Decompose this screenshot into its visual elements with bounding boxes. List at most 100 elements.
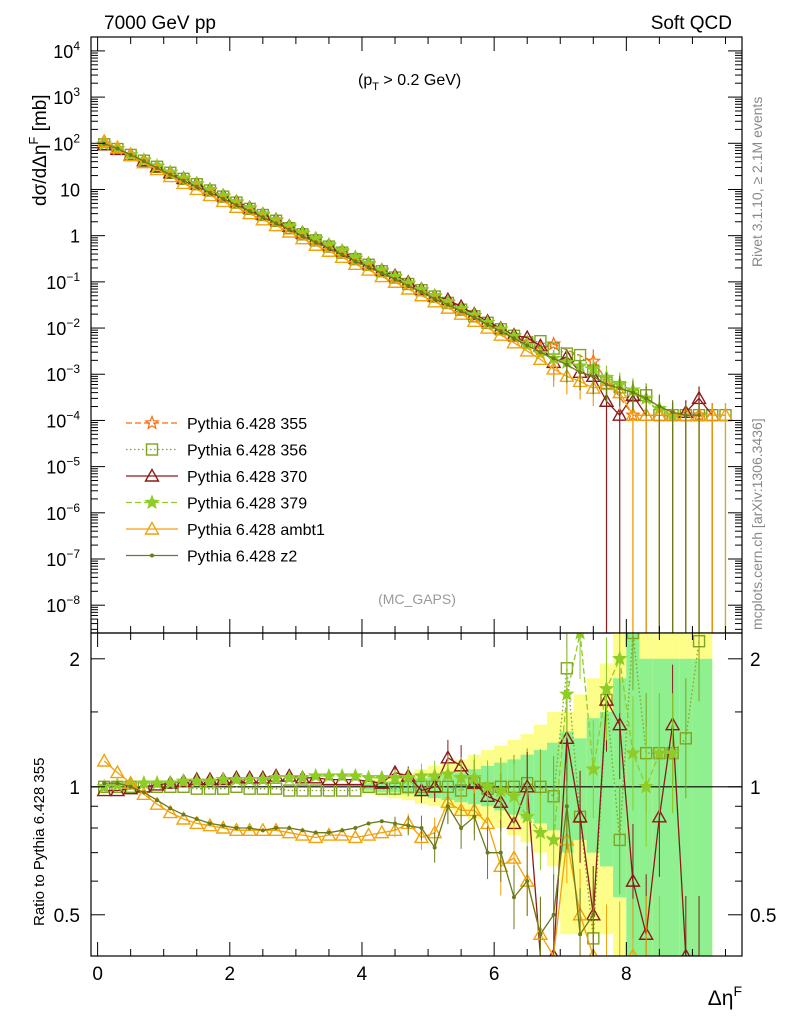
legend-label: Pythia 6.428 379 <box>187 496 307 513</box>
ratio-point <box>459 826 464 831</box>
main-point <box>604 382 609 387</box>
main-y-tick-label: 103 <box>53 85 80 108</box>
main-point <box>697 413 702 418</box>
main-point <box>379 271 384 276</box>
ratio-point <box>353 826 358 831</box>
main-point <box>704 407 720 421</box>
main-point <box>128 152 133 157</box>
main-point <box>625 407 641 421</box>
main-point <box>591 374 596 379</box>
ratio-y-tick-label: 2 <box>69 650 80 671</box>
ratio-point <box>413 829 430 844</box>
ratio-point <box>215 820 231 834</box>
ratio-y-tick-label: 0.5 <box>54 906 80 927</box>
main-point <box>274 221 279 226</box>
legend-label: Pythia 6.428 z2 <box>187 549 297 566</box>
main-y-tick-label: 10−6 <box>46 501 80 524</box>
ratio-point <box>485 850 490 855</box>
energy-label: 7000 GeV pp <box>104 13 216 34</box>
ratio-point <box>559 686 575 701</box>
main-point <box>413 287 430 302</box>
ratio-point <box>479 778 496 794</box>
ratio-point <box>207 821 212 826</box>
legend: Pythia 6.428 355 Pythia 6.428 356 Pythia 6… <box>126 414 325 566</box>
main-point <box>472 315 477 320</box>
main-point <box>459 309 464 314</box>
ratio-point <box>426 778 443 793</box>
ratio-point <box>307 767 324 783</box>
ratio-point <box>334 767 350 783</box>
ratio-point <box>651 744 668 760</box>
ratio-point <box>241 822 258 837</box>
main-point <box>617 386 622 391</box>
ratio-point <box>493 782 509 798</box>
main-point <box>326 246 331 251</box>
ratio-point <box>611 650 628 666</box>
main-point <box>479 320 496 334</box>
ratio-point <box>202 817 218 832</box>
ratio-point <box>612 716 628 731</box>
ratio-point <box>626 633 640 640</box>
legend-label: Pythia 6.428 370 <box>187 469 307 486</box>
main-point <box>419 290 424 295</box>
ratio-point <box>149 796 165 810</box>
main-point <box>612 407 628 421</box>
main-point <box>466 313 483 327</box>
ratio-point <box>268 822 284 837</box>
ratio-series-2 <box>96 633 681 881</box>
ratio-point <box>551 912 556 917</box>
ratio-point <box>538 932 543 937</box>
ratio-point <box>300 828 305 833</box>
legend-label: Pythia 6.428 ambt1 <box>187 522 325 539</box>
main-point <box>393 277 398 282</box>
main-point <box>630 390 635 395</box>
ratio-point <box>221 823 226 828</box>
ratio-point <box>638 778 654 794</box>
main-point <box>644 396 649 401</box>
ratio-point <box>194 816 199 821</box>
main-point <box>598 393 615 407</box>
ratio-point <box>268 769 284 785</box>
analysis-label: (MC_GAPS) <box>378 591 456 607</box>
ratio-point <box>115 781 120 786</box>
ratio-point <box>96 753 112 767</box>
legend-label: Pythia 6.428 355 <box>187 416 307 433</box>
ratio-point <box>274 826 279 831</box>
ratio-point <box>564 804 569 809</box>
main-point <box>360 262 377 276</box>
main-point <box>181 178 186 183</box>
process-label: Soft QCD <box>651 13 732 34</box>
ratio-point <box>374 824 390 839</box>
ratio-point <box>109 764 126 779</box>
ratio-point <box>432 845 437 850</box>
main-y-tick-label: 10−1 <box>46 270 80 293</box>
main-y-tick-label: 10−7 <box>46 547 80 570</box>
main-point <box>374 268 390 283</box>
ratio-point <box>506 788 522 803</box>
ratio-point <box>534 780 547 794</box>
ratio-point <box>309 784 322 797</box>
cut-annotation: (pT > 0.2 GeV) <box>358 72 461 93</box>
ratio-point <box>598 680 615 696</box>
ratio-point <box>559 730 575 745</box>
ratio-point <box>532 824 549 840</box>
ratio-point <box>247 826 252 831</box>
main-point <box>717 407 734 421</box>
main-point <box>96 133 112 148</box>
main-point <box>564 362 569 367</box>
ratio-point <box>419 826 424 831</box>
legend-marker <box>144 521 160 535</box>
ratio-point <box>162 804 179 819</box>
ratio-point <box>519 808 535 824</box>
main-point <box>511 336 516 341</box>
ratio-point <box>269 782 283 795</box>
x-axis-label: ΔηF <box>708 983 742 1010</box>
legend-entry: Pythia 6.428 355 <box>126 414 307 433</box>
ratio-point <box>628 948 638 956</box>
ratio-point <box>472 814 477 819</box>
main-point <box>493 327 509 341</box>
ratio-point <box>162 774 179 790</box>
ratio-point <box>326 830 331 835</box>
main-point <box>155 166 160 171</box>
main-point <box>260 215 265 220</box>
